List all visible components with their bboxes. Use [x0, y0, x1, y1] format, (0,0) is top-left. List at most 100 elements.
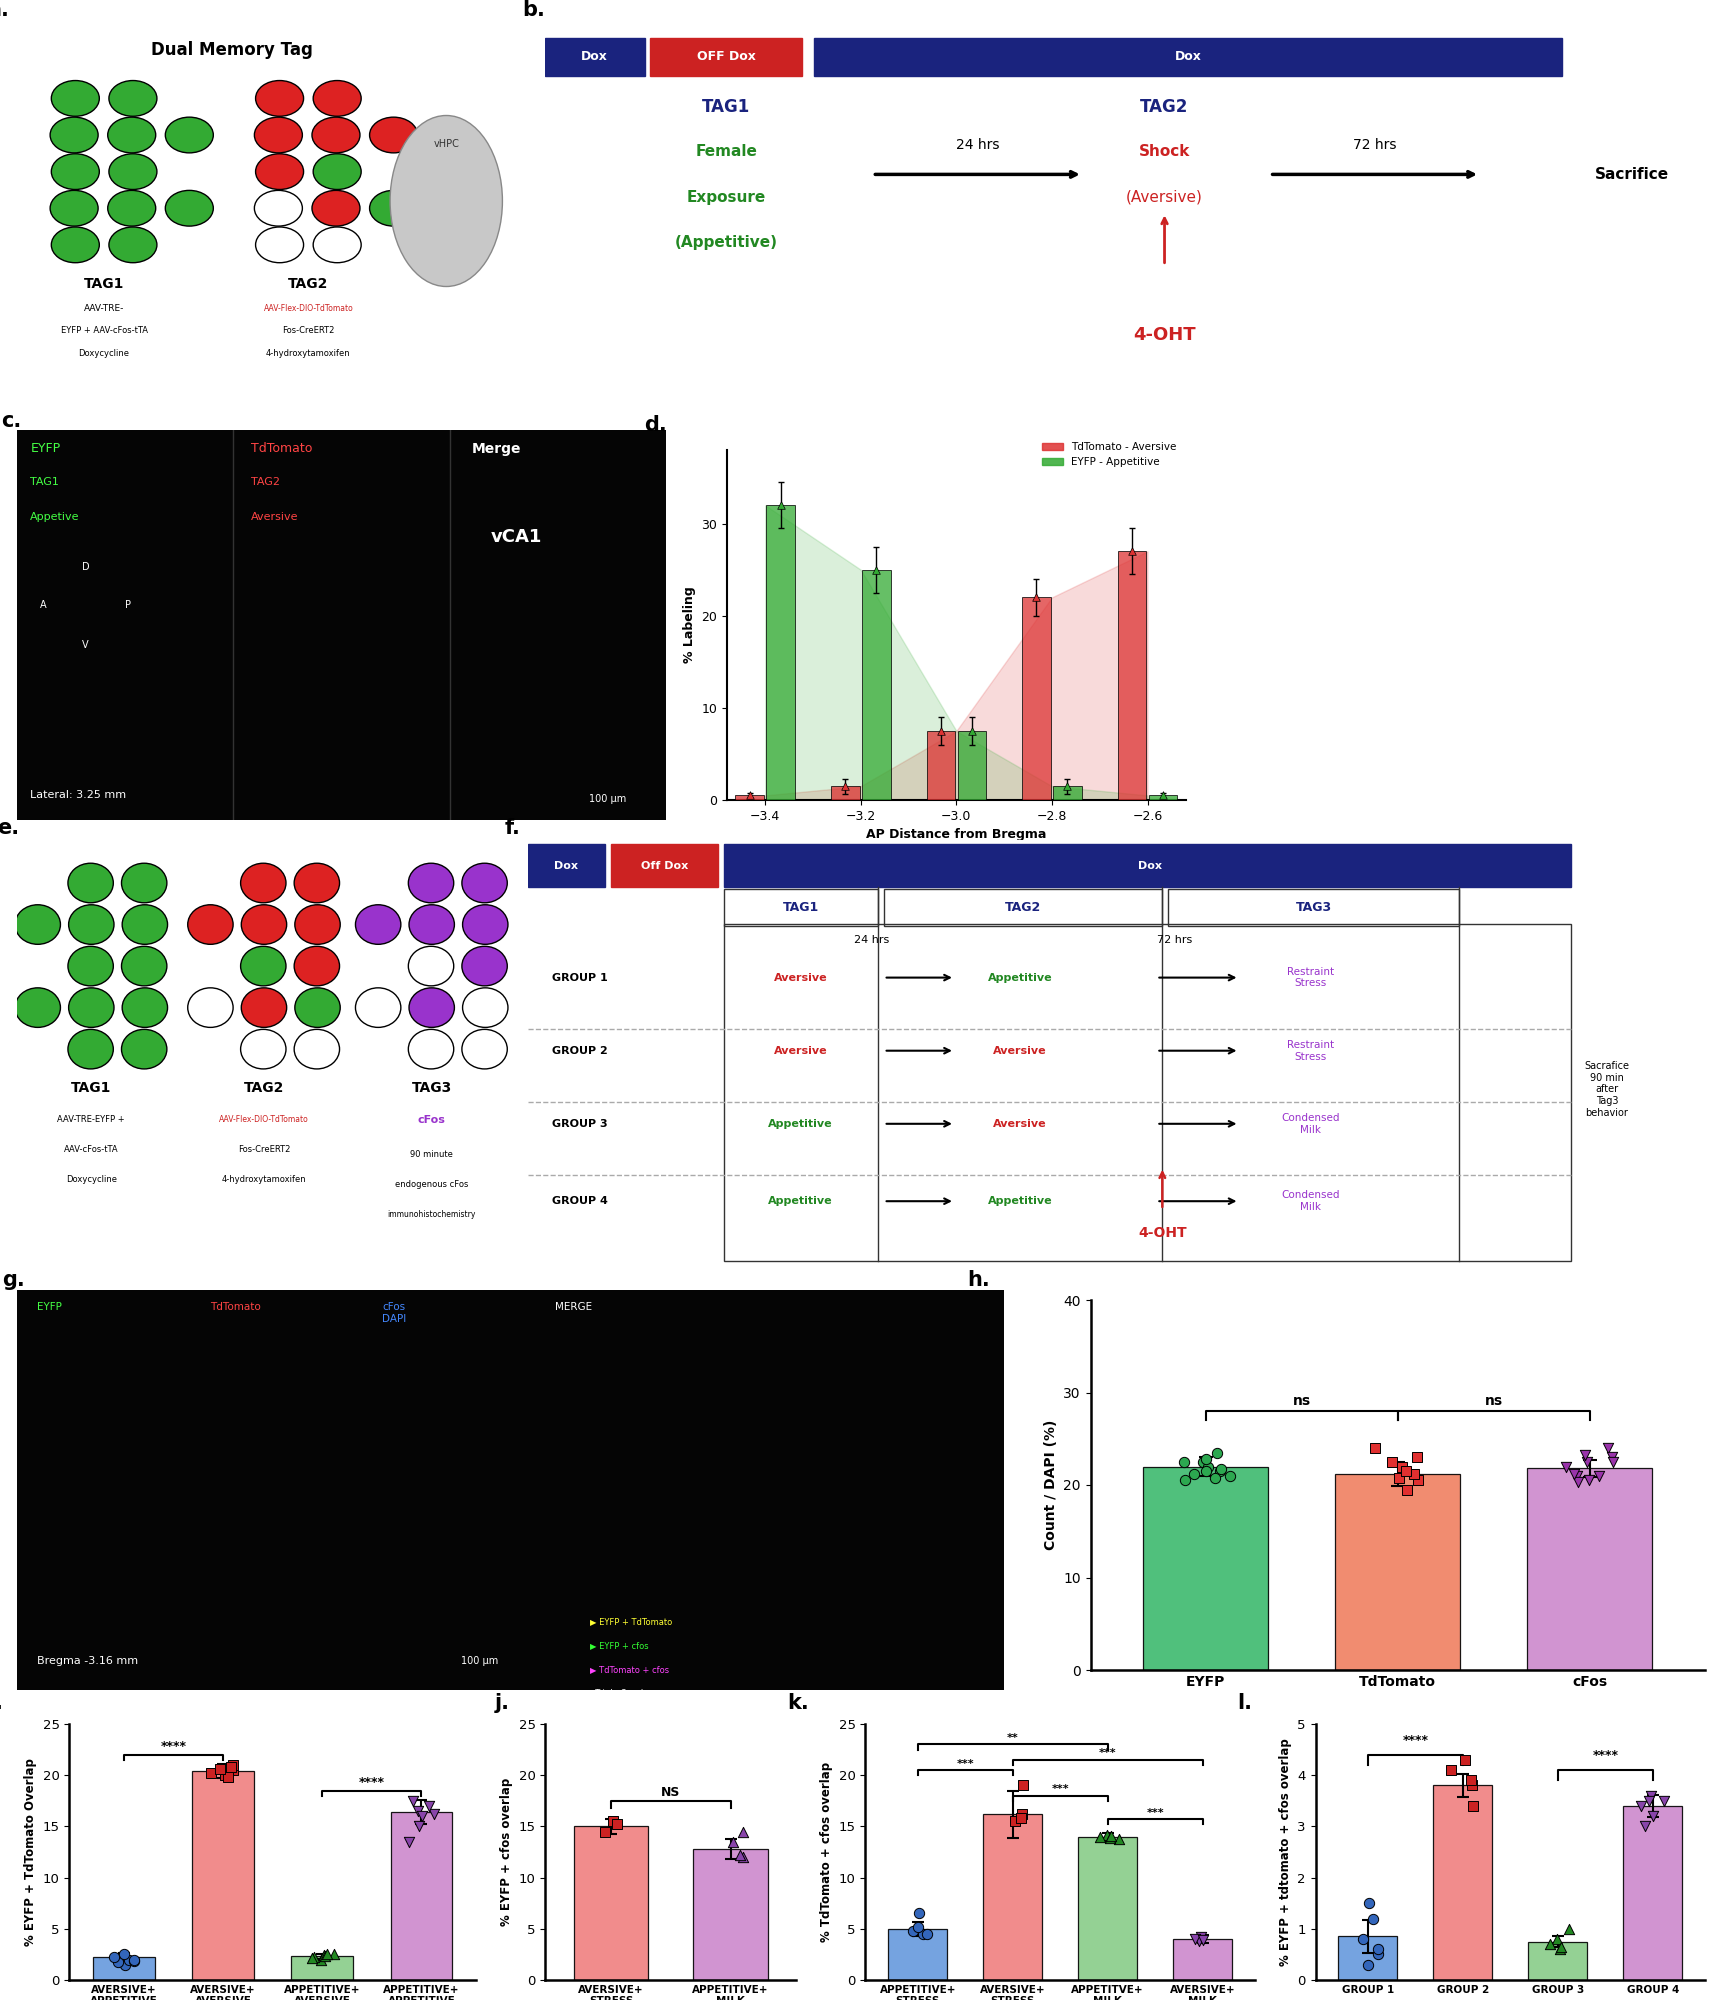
Point	[1180, 1458, 1208, 1490]
Text: NS: NS	[661, 1786, 680, 1798]
Point	[310, 1940, 337, 1972]
Text: k.: k.	[787, 1694, 810, 1714]
Circle shape	[408, 988, 455, 1028]
Point	[766, 490, 794, 522]
Point	[1650, 1784, 1678, 1816]
Text: TAG1: TAG1	[71, 1080, 111, 1094]
Text: Sacrafice
90 min
after
Tag3
behavior: Sacrafice 90 min after Tag3 behavior	[1583, 1062, 1628, 1118]
Circle shape	[69, 988, 114, 1028]
Circle shape	[254, 190, 303, 226]
Circle shape	[107, 190, 156, 226]
Bar	[528, 844, 606, 888]
Point	[1355, 1888, 1382, 1920]
Bar	[1078, 1836, 1137, 1980]
Text: 4-OHT: 4-OHT	[1133, 326, 1195, 344]
Text: 4-OHT: 4-OHT	[1137, 1226, 1187, 1240]
Circle shape	[240, 946, 285, 986]
Text: vHPC: vHPC	[432, 138, 458, 148]
Point	[728, 1816, 756, 1848]
Circle shape	[313, 226, 362, 262]
Point	[1571, 1440, 1599, 1472]
Text: Female: Female	[695, 144, 756, 158]
Circle shape	[50, 118, 99, 152]
Text: ****: ****	[161, 1740, 187, 1754]
Circle shape	[107, 118, 156, 152]
Circle shape	[462, 1030, 507, 1068]
Text: ▶ TdTomato + cfos: ▶ TdTomato + cfos	[590, 1664, 668, 1674]
Circle shape	[67, 1030, 112, 1068]
Text: 4-hydroxytamoxifen: 4-hydroxytamoxifen	[221, 1176, 306, 1184]
Text: Fos-CreERT2: Fos-CreERT2	[237, 1146, 291, 1154]
Text: Exposure: Exposure	[687, 190, 766, 204]
Circle shape	[50, 190, 99, 226]
Text: b.: b.	[522, 0, 545, 20]
Text: g.: g.	[2, 1270, 26, 1290]
Point	[1541, 1924, 1569, 1956]
Point	[1353, 1948, 1381, 1980]
Point	[599, 1806, 626, 1838]
Circle shape	[294, 946, 339, 986]
Point	[1009, 1770, 1036, 1802]
Text: AAV-TRE-EYFP +: AAV-TRE-EYFP +	[57, 1116, 125, 1124]
Bar	[93, 1958, 154, 1980]
Bar	[830, 786, 860, 800]
Text: **: **	[1007, 1732, 1017, 1742]
Text: Fos-CreERT2: Fos-CreERT2	[282, 326, 334, 336]
Point	[119, 1944, 147, 1976]
Point	[1202, 1436, 1230, 1468]
Text: OFF Dox: OFF Dox	[697, 50, 756, 64]
Point	[419, 1798, 446, 1830]
Point	[862, 554, 889, 586]
Point	[320, 1938, 348, 1970]
Point	[1169, 1464, 1197, 1496]
Point	[1206, 1454, 1233, 1486]
Bar	[735, 796, 763, 800]
X-axis label: AP Distance from Bregma: AP Distance from Bregma	[865, 828, 1047, 842]
Text: 24 hrs: 24 hrs	[955, 138, 998, 152]
Point	[1348, 1924, 1375, 1956]
Point	[1585, 1460, 1612, 1492]
Bar	[766, 506, 794, 800]
Bar	[391, 1812, 452, 1980]
Circle shape	[408, 904, 455, 944]
Point	[1022, 582, 1050, 614]
Text: AAV-Flex-DIO-TdTomato: AAV-Flex-DIO-TdTomato	[263, 304, 353, 312]
Point	[927, 714, 955, 746]
Point	[1118, 536, 1145, 568]
Point	[1450, 1744, 1477, 1776]
Text: TdTomato: TdTomato	[209, 1302, 260, 1312]
Point	[1536, 1928, 1564, 1960]
Circle shape	[109, 226, 157, 262]
Point	[1554, 1912, 1581, 1944]
Point	[403, 1796, 431, 1828]
Point	[1630, 1810, 1657, 1842]
Bar	[1168, 890, 1458, 926]
Point	[1206, 1456, 1233, 1488]
Point	[1635, 1784, 1663, 1816]
Text: ****: ****	[1592, 1750, 1618, 1762]
Circle shape	[123, 904, 168, 944]
Point	[1009, 1798, 1036, 1830]
Point	[1377, 1446, 1405, 1478]
Text: Appetive: Appetive	[31, 512, 80, 522]
Point	[1149, 780, 1176, 812]
Circle shape	[166, 118, 213, 152]
Text: c.: c.	[2, 410, 21, 430]
Point	[957, 714, 984, 746]
Point	[394, 1826, 422, 1858]
Point	[1000, 1806, 1028, 1838]
Text: j.: j.	[495, 1694, 510, 1714]
Text: Merge: Merge	[471, 442, 521, 456]
Bar	[813, 38, 1560, 76]
Bar	[650, 38, 801, 76]
Point	[1552, 1450, 1579, 1482]
Point	[1436, 1754, 1464, 1786]
Text: A: A	[40, 600, 47, 610]
Point	[1403, 1464, 1431, 1496]
Point	[903, 1910, 931, 1942]
Point	[301, 1942, 329, 1974]
Point	[728, 1842, 756, 1874]
Text: ***: ***	[1099, 1748, 1116, 1758]
Circle shape	[294, 864, 339, 902]
Y-axis label: % TdTomato + cfos overlap: % TdTomato + cfos overlap	[820, 1762, 832, 1942]
